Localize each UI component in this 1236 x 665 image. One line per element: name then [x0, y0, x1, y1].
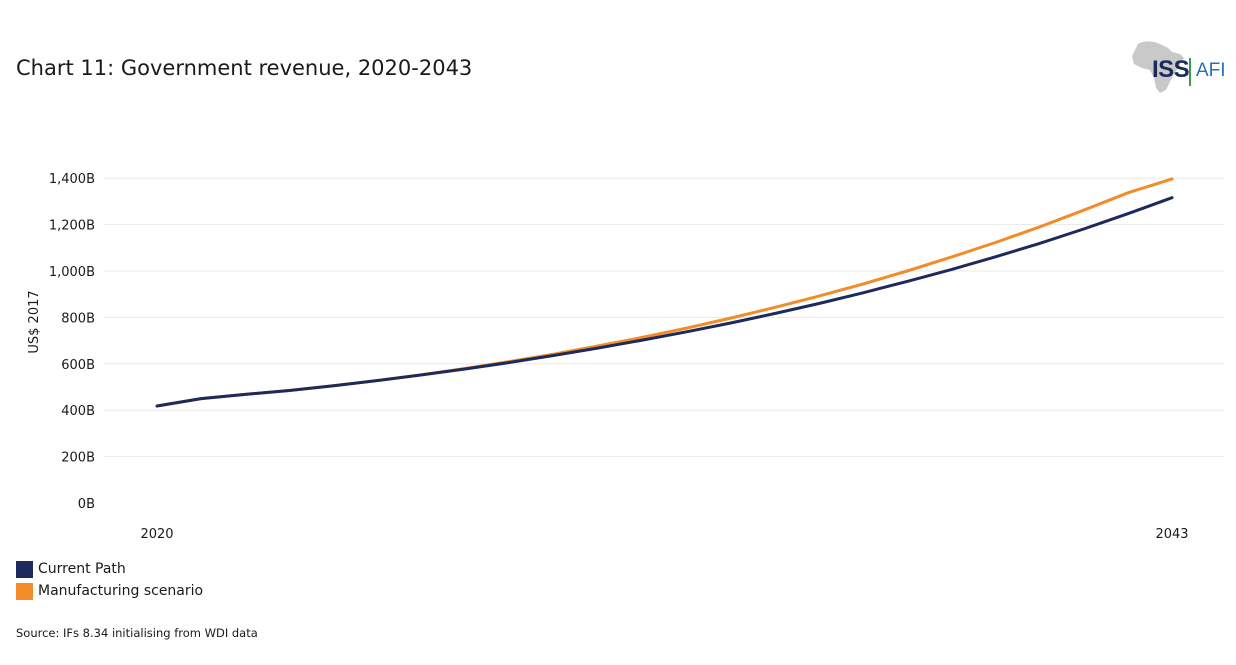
- y-axis-ticks: 0B 200B 400B 600B 800B 1,000B 1,200B 1,400B: [49, 172, 95, 512]
- source-note: Source: IFs 8.34 initialising from WDI d…: [16, 626, 258, 640]
- legend-item-current-path[interactable]: Current Path: [16, 558, 203, 580]
- logo-afi-text: AFI: [1196, 60, 1226, 81]
- africa-map-icon: [1132, 41, 1184, 93]
- y-tick-label: 1,200B: [49, 219, 95, 234]
- iss-afi-logo: ISS AFI: [1128, 38, 1228, 96]
- legend: Current Path Manufacturing scenario: [16, 558, 203, 602]
- y-axis-label: US$ 2017: [27, 290, 42, 353]
- chart-title: Chart 11: Government revenue, 2020-2043: [16, 56, 473, 80]
- y-tick-label: 1,000B: [49, 265, 95, 280]
- line-chart: 0B 200B 400B 600B 800B 1,000B 1,200B 1,400B 202…: [27, 172, 1224, 542]
- legend-swatch-current-path: [16, 560, 33, 578]
- legend-label-manufacturing-scenario: Manufacturing scenario: [38, 583, 204, 599]
- y-tick-label: 200B: [61, 451, 95, 466]
- grid-lines: [104, 177, 1224, 458]
- y-tick-label: 600B: [61, 358, 95, 373]
- series-lines: [155, 177, 1174, 408]
- x-tick-label: 2020: [140, 527, 173, 542]
- legend-item-manufacturing-scenario[interactable]: Manufacturing scenario: [16, 580, 203, 602]
- legend-swatch-manufacturing-scenario: [16, 582, 33, 600]
- y-tick-label: 400B: [61, 404, 95, 419]
- y-tick-label: 0B: [78, 497, 95, 512]
- logo-divider: [1189, 58, 1191, 86]
- y-tick-label: 800B: [61, 311, 95, 326]
- x-axis-ticks: 2020 2043: [140, 527, 1188, 542]
- series-line-manufacturing-scenario[interactable]: [155, 177, 1174, 408]
- logo-iss-text: ISS: [1152, 56, 1190, 83]
- legend-label-current-path: Current Path: [38, 561, 126, 577]
- series-line-current-path[interactable]: [155, 196, 1174, 408]
- x-tick-label: 2043: [1155, 527, 1188, 542]
- y-tick-label: 1,400B: [49, 172, 95, 187]
